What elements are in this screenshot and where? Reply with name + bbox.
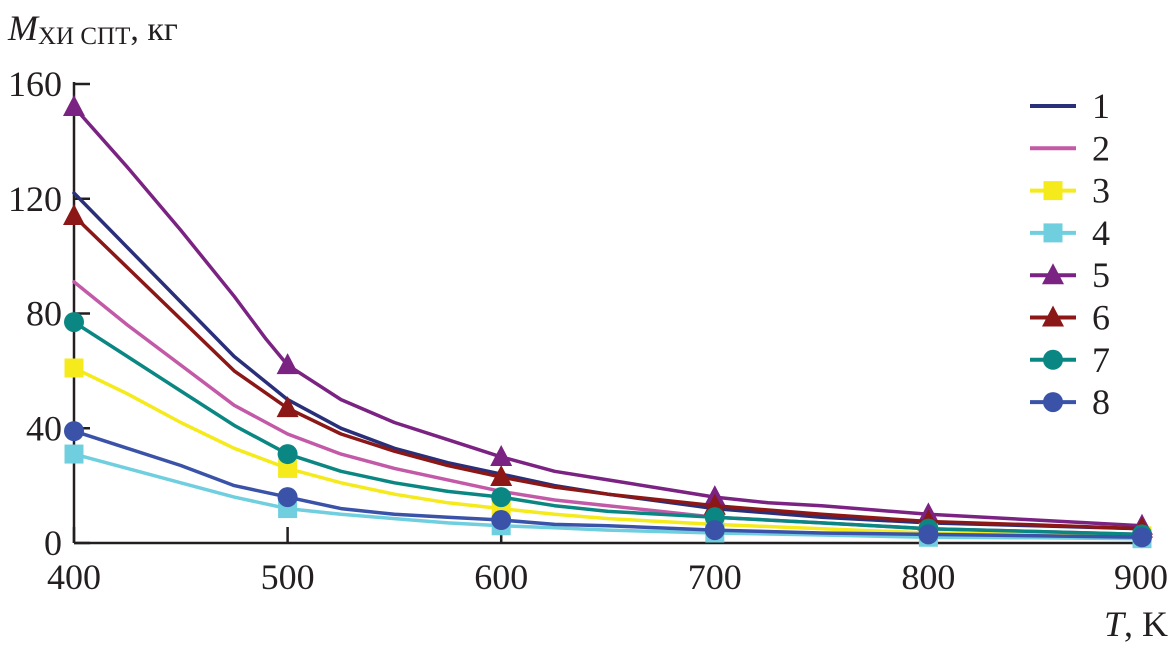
data-point	[1132, 527, 1152, 548]
y-tick-label: 80	[26, 294, 62, 334]
legend-entry: 3	[1030, 171, 1110, 211]
series-6	[63, 203, 1153, 538]
legend-label: 8	[1092, 382, 1110, 422]
legend-entry: 4	[1030, 213, 1110, 253]
series-line	[72, 429, 1144, 540]
y-axis-label-main: M	[7, 8, 40, 48]
y-tick-label: 0	[44, 523, 62, 563]
x-tick-label: 900	[1114, 557, 1168, 597]
legend-label: 7	[1092, 340, 1110, 380]
y-tick-label: 120	[8, 179, 62, 219]
y-tick-label: 40	[26, 408, 62, 448]
legend-label: 6	[1092, 298, 1110, 338]
legend-swatch-marker	[1043, 181, 1063, 201]
series-line	[72, 214, 1144, 531]
series-line	[72, 191, 1144, 531]
y-axis-label-subscript: ХИ СПТ	[38, 23, 130, 50]
data-point	[490, 465, 513, 487]
data-point	[278, 458, 298, 478]
data-point	[918, 524, 939, 545]
legend-swatch-marker	[1043, 223, 1063, 243]
axes	[72, 82, 1142, 545]
legend-entry: 7	[1030, 340, 1110, 380]
x-tick-label: 600	[474, 557, 528, 597]
legend-swatch-marker	[1042, 263, 1064, 285]
legend-swatch-marker	[1042, 305, 1064, 327]
series-line	[72, 452, 1144, 541]
series-line	[72, 105, 1144, 528]
x-axis-label: T, K	[1104, 604, 1168, 644]
data-point	[63, 203, 85, 225]
x-axis-ticks: 400 500 600 700 800 900	[47, 527, 1168, 597]
x-axis-label-main: T	[1104, 604, 1127, 644]
series-layer	[63, 94, 1153, 549]
x-tick-label: 800	[901, 557, 955, 597]
series-line	[72, 366, 1144, 538]
series-line	[72, 320, 1144, 537]
legend-swatch-marker	[1043, 349, 1063, 370]
legend-label: 3	[1092, 171, 1110, 211]
y-axis-label-unit: , кг	[130, 11, 178, 48]
x-tick-label: 400	[47, 557, 101, 597]
x-tick-label: 700	[688, 557, 742, 597]
data-point	[64, 444, 84, 464]
y-tick-label: 160	[8, 64, 62, 104]
legend-entry: 5	[1030, 255, 1110, 295]
x-axis-label-unit: , K	[1124, 604, 1168, 644]
data-point	[63, 94, 85, 116]
y-axis-label: MХИ СПТ, кг	[7, 8, 178, 50]
data-point	[277, 487, 298, 508]
legend-entry: 2	[1030, 128, 1110, 168]
legend-entry: 1	[1030, 86, 1110, 126]
series-8	[64, 421, 1152, 548]
series-1	[72, 191, 1144, 531]
legend-entry: 8	[1030, 382, 1110, 422]
data-point	[277, 444, 298, 465]
legend-label: 4	[1092, 213, 1110, 253]
x-tick-label: 500	[261, 557, 315, 597]
data-point	[490, 444, 513, 466]
data-point	[64, 421, 84, 442]
data-point	[491, 487, 512, 508]
data-point	[491, 510, 512, 531]
data-point	[64, 312, 84, 333]
series-5	[63, 94, 1153, 535]
legend-label: 2	[1092, 128, 1110, 168]
data-point	[276, 353, 299, 375]
legend-label: 1	[1092, 86, 1110, 126]
legend-label: 5	[1092, 255, 1110, 295]
legend-entry: 6	[1030, 298, 1110, 338]
data-point	[704, 520, 725, 541]
data-point	[64, 358, 84, 378]
data-point	[276, 396, 299, 418]
legend-swatch-marker	[1043, 392, 1063, 413]
